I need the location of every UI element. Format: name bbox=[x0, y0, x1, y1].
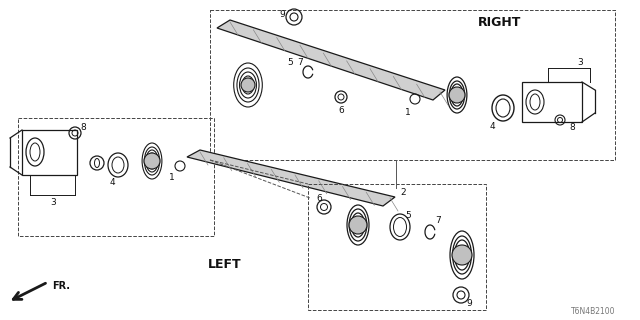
Text: FR.: FR. bbox=[52, 281, 70, 291]
Text: 8: 8 bbox=[80, 123, 86, 132]
Text: 9: 9 bbox=[279, 10, 285, 19]
Circle shape bbox=[449, 87, 465, 103]
Bar bbox=[210, 10, 615, 160]
Bar bbox=[18, 118, 214, 236]
Text: 6: 6 bbox=[316, 194, 322, 203]
Text: 1: 1 bbox=[169, 172, 175, 181]
Text: 4: 4 bbox=[109, 178, 115, 187]
Circle shape bbox=[452, 245, 472, 265]
Text: 3: 3 bbox=[50, 197, 56, 206]
Bar bbox=[308, 184, 486, 310]
Circle shape bbox=[241, 78, 255, 92]
Text: LEFT: LEFT bbox=[208, 259, 242, 271]
Text: 7: 7 bbox=[297, 58, 303, 67]
Text: 1: 1 bbox=[405, 108, 411, 116]
Text: 2: 2 bbox=[400, 188, 406, 196]
Text: 9: 9 bbox=[466, 300, 472, 308]
Text: 3: 3 bbox=[577, 58, 583, 67]
Text: 8: 8 bbox=[569, 123, 575, 132]
Polygon shape bbox=[187, 150, 395, 206]
Text: 5: 5 bbox=[405, 211, 411, 220]
Text: 4: 4 bbox=[489, 122, 495, 131]
Bar bbox=[522, 82, 582, 122]
Text: 5: 5 bbox=[287, 58, 293, 67]
Circle shape bbox=[349, 216, 367, 234]
Bar bbox=[22, 130, 77, 175]
Text: T6N4B2100: T6N4B2100 bbox=[571, 307, 615, 316]
Polygon shape bbox=[217, 20, 445, 100]
Circle shape bbox=[144, 153, 160, 169]
Text: 6: 6 bbox=[338, 106, 344, 115]
Text: RIGHT: RIGHT bbox=[478, 15, 522, 28]
Text: 7: 7 bbox=[435, 215, 441, 225]
